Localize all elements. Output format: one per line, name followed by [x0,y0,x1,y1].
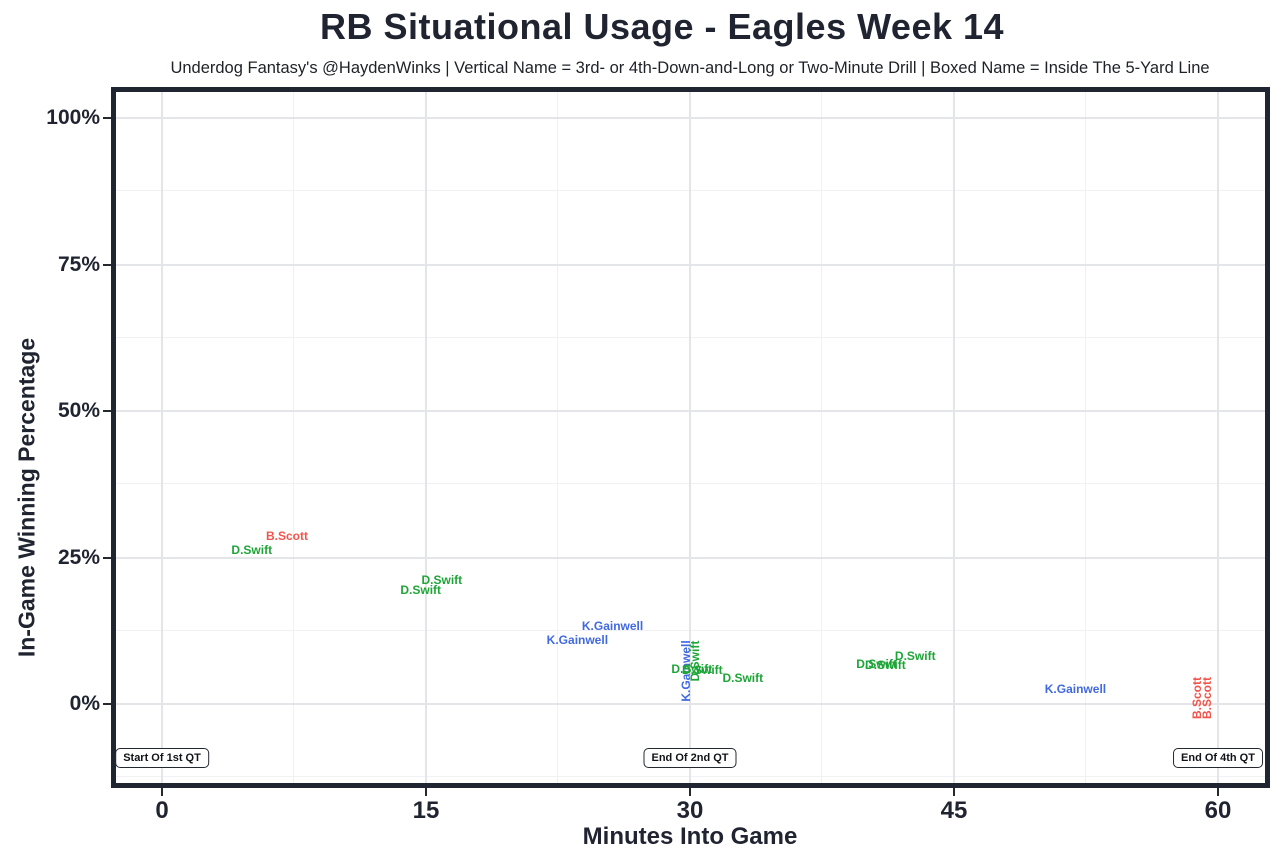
y-tick-label: 0% [69,692,100,715]
y-tick-label: 50% [57,399,100,422]
gridline-major-vertical [953,92,955,783]
player-point-label: K.Gainwell [546,633,609,648]
x-tick-label: 60 [1204,797,1232,824]
gridline-major-vertical [1217,92,1219,783]
x-axis-title: Minutes Into Game [582,823,798,850]
player-point-label: K.Gainwell [581,619,644,634]
player-point-label: D.Swift [722,671,764,686]
x-axis-tick [425,788,427,796]
y-axis-title: In-Game Winning Percentage [13,337,40,658]
gridline-minor-vertical [821,92,822,783]
y-axis-tick [103,703,111,705]
chart-subtitle: Underdog Fantasy's @HaydenWinks | Vertic… [170,59,1210,77]
player-point-label: D.Swift [671,661,713,676]
player-point-label: D.Swift [421,572,463,587]
player-point-label: B.Scott [1200,677,1215,720]
gridline-major-horizontal [116,117,1265,119]
x-axis-tick [953,788,955,796]
player-point-label: D.Swift [894,648,936,663]
x-tick-label: 15 [412,797,440,824]
y-axis-tick [103,410,111,412]
gridline-major-horizontal [116,410,1265,412]
gridline-minor-vertical [557,92,558,783]
y-tick-label: 100% [46,106,100,129]
player-point-label: D.Swift [865,657,906,672]
plot-area [116,92,1265,783]
gridline-minor-vertical [1085,92,1086,783]
gridline-major-horizontal [116,556,1265,559]
player-point-label: D.Swift [681,663,723,677]
player-point-label: B.Scott [265,528,308,543]
chart-title: RB Situational Usage - Eagles Week 14 [319,6,1005,47]
x-tick-label: 45 [940,797,968,824]
gridline-major-horizontal [116,703,1265,705]
x-tick-label: 0 [155,797,169,824]
x-axis-tick [161,788,163,796]
y-tick-label: 25% [57,545,100,569]
player-point-label: D.Swift [231,542,273,557]
quarter-annotation-box: End Of 4th QT [1173,747,1263,768]
y-axis-tick [103,263,111,266]
quarter-annotation-box: End Of 2nd QT [643,747,737,768]
y-axis-tick [103,117,111,119]
gridline-major-vertical [425,92,427,783]
player-point-label: K.Gainwell [1044,681,1107,696]
x-axis-tick [1217,788,1219,796]
gridline-minor-vertical [293,92,294,783]
y-tick-label: 75% [57,252,100,276]
x-axis-tick [689,788,691,796]
player-point-label: D.Swift [856,657,897,672]
quarter-annotation-box: Start Of 1st QT [115,747,209,768]
y-axis-tick [103,556,111,559]
gridline-major-vertical [689,92,691,783]
gridline-major-vertical [161,92,163,783]
gridline-major-horizontal [116,263,1265,266]
player-point-label: D.Swift [400,582,442,597]
x-tick-label: 30 [676,797,704,824]
